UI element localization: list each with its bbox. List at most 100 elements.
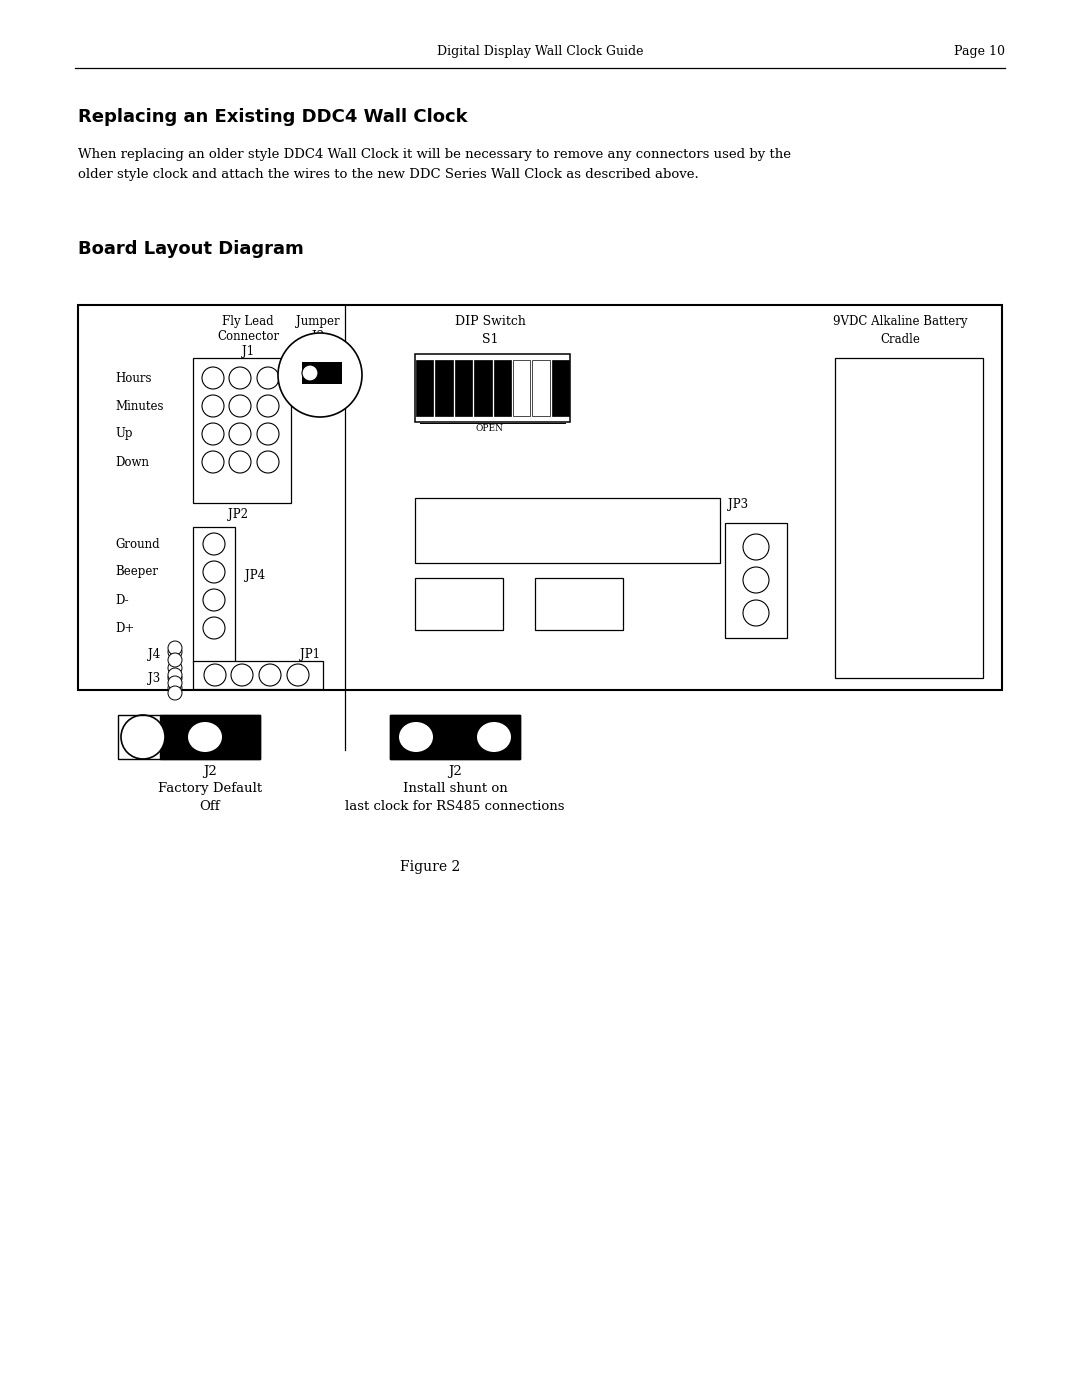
Text: Minutes: Minutes: [114, 400, 163, 412]
Circle shape: [204, 664, 226, 686]
Bar: [415, 353, 570, 422]
Circle shape: [168, 641, 183, 655]
Circle shape: [202, 451, 224, 474]
Text: D-: D-: [114, 594, 129, 606]
Text: S1: S1: [482, 332, 498, 346]
Bar: [390, 715, 519, 759]
Bar: [416, 360, 433, 416]
Circle shape: [168, 671, 183, 685]
Bar: [78, 305, 1002, 690]
Bar: [455, 360, 472, 416]
Circle shape: [743, 567, 769, 592]
Circle shape: [257, 451, 279, 474]
Bar: [302, 362, 342, 384]
Text: older style clock and attach the wires to the new DDC Series Wall Clock as descr: older style clock and attach the wires t…: [78, 168, 699, 182]
Text: 2: 2: [442, 355, 446, 363]
Ellipse shape: [399, 722, 433, 752]
Text: JP4: JP4: [245, 569, 265, 581]
Text: 4: 4: [481, 355, 485, 363]
Bar: [193, 661, 323, 689]
Text: OPEN: OPEN: [476, 425, 504, 433]
Circle shape: [743, 534, 769, 560]
Bar: [193, 527, 235, 662]
Text: -: -: [854, 419, 862, 441]
Circle shape: [168, 676, 183, 690]
Circle shape: [229, 395, 251, 416]
Circle shape: [168, 661, 183, 675]
Circle shape: [322, 365, 338, 381]
Text: (E-PROM): (E-PROM): [545, 527, 603, 538]
Ellipse shape: [188, 722, 222, 752]
Circle shape: [287, 664, 309, 686]
Circle shape: [202, 395, 224, 416]
Text: J2: J2: [203, 766, 217, 778]
Bar: [118, 715, 260, 759]
Text: DIP Switch: DIP Switch: [455, 314, 526, 328]
Bar: [415, 578, 503, 630]
Text: Factory Default: Factory Default: [158, 782, 262, 795]
Text: J2: J2: [448, 766, 462, 778]
Circle shape: [229, 367, 251, 388]
Circle shape: [231, 664, 253, 686]
Circle shape: [168, 652, 183, 666]
Bar: [160, 715, 260, 759]
Text: Hours: Hours: [114, 372, 151, 384]
Text: 1: 1: [422, 355, 427, 363]
Text: Fly Lead: Fly Lead: [222, 314, 274, 328]
Text: 7: 7: [539, 355, 543, 363]
Text: Cradle: Cradle: [880, 332, 920, 346]
Circle shape: [168, 686, 183, 700]
Bar: [725, 522, 787, 638]
Text: 6: 6: [519, 355, 524, 363]
Bar: [474, 360, 491, 416]
Text: JP2: JP2: [228, 509, 248, 521]
Circle shape: [257, 367, 279, 388]
Circle shape: [168, 668, 183, 682]
Ellipse shape: [477, 722, 511, 752]
Text: 3: 3: [461, 355, 465, 363]
Text: Off: Off: [200, 800, 220, 813]
Text: D+: D+: [114, 622, 134, 634]
Circle shape: [257, 395, 279, 416]
Bar: [390, 715, 519, 759]
Circle shape: [121, 715, 165, 759]
Text: J3: J3: [148, 672, 160, 685]
Bar: [435, 360, 453, 416]
Text: Digital Display Wall Clock Guide: Digital Display Wall Clock Guide: [436, 45, 644, 59]
Text: J1: J1: [242, 345, 254, 358]
Circle shape: [168, 680, 183, 694]
Circle shape: [202, 367, 224, 388]
Text: J2: J2: [312, 330, 324, 344]
Text: Ground: Ground: [114, 538, 160, 550]
Bar: [193, 358, 291, 503]
Circle shape: [229, 423, 251, 446]
Circle shape: [302, 365, 318, 381]
Text: Connector: Connector: [217, 330, 279, 344]
Text: Board Layout Diagram: Board Layout Diagram: [78, 240, 303, 258]
Text: JP1: JP1: [300, 648, 320, 661]
Text: 8: 8: [558, 355, 563, 363]
Text: DDC2\4: DDC2\4: [426, 527, 469, 536]
Circle shape: [203, 562, 225, 583]
Bar: [835, 358, 983, 678]
Bar: [532, 360, 550, 416]
Text: 9VDC Alkaline Battery: 9VDC Alkaline Battery: [833, 314, 968, 328]
Circle shape: [229, 451, 251, 474]
Bar: [494, 360, 511, 416]
Text: Down: Down: [114, 455, 149, 468]
Text: Lathem Time Corp.: Lathem Time Corp.: [426, 509, 535, 518]
Text: Beeper: Beeper: [114, 566, 158, 578]
Text: Replacing an Existing DDC4 Wall Clock: Replacing an Existing DDC4 Wall Clock: [78, 108, 468, 126]
Text: Jumper: Jumper: [296, 314, 340, 328]
Circle shape: [203, 617, 225, 638]
Text: When replacing an older style DDC4 Wall Clock it will be necessary to remove any: When replacing an older style DDC4 Wall …: [78, 148, 791, 161]
Bar: [552, 360, 569, 416]
Circle shape: [743, 599, 769, 626]
Text: 5: 5: [500, 355, 504, 363]
Text: +: +: [953, 419, 971, 441]
Bar: [513, 360, 530, 416]
Circle shape: [203, 534, 225, 555]
Circle shape: [278, 332, 362, 416]
Bar: [535, 578, 623, 630]
Text: J4: J4: [148, 648, 160, 661]
